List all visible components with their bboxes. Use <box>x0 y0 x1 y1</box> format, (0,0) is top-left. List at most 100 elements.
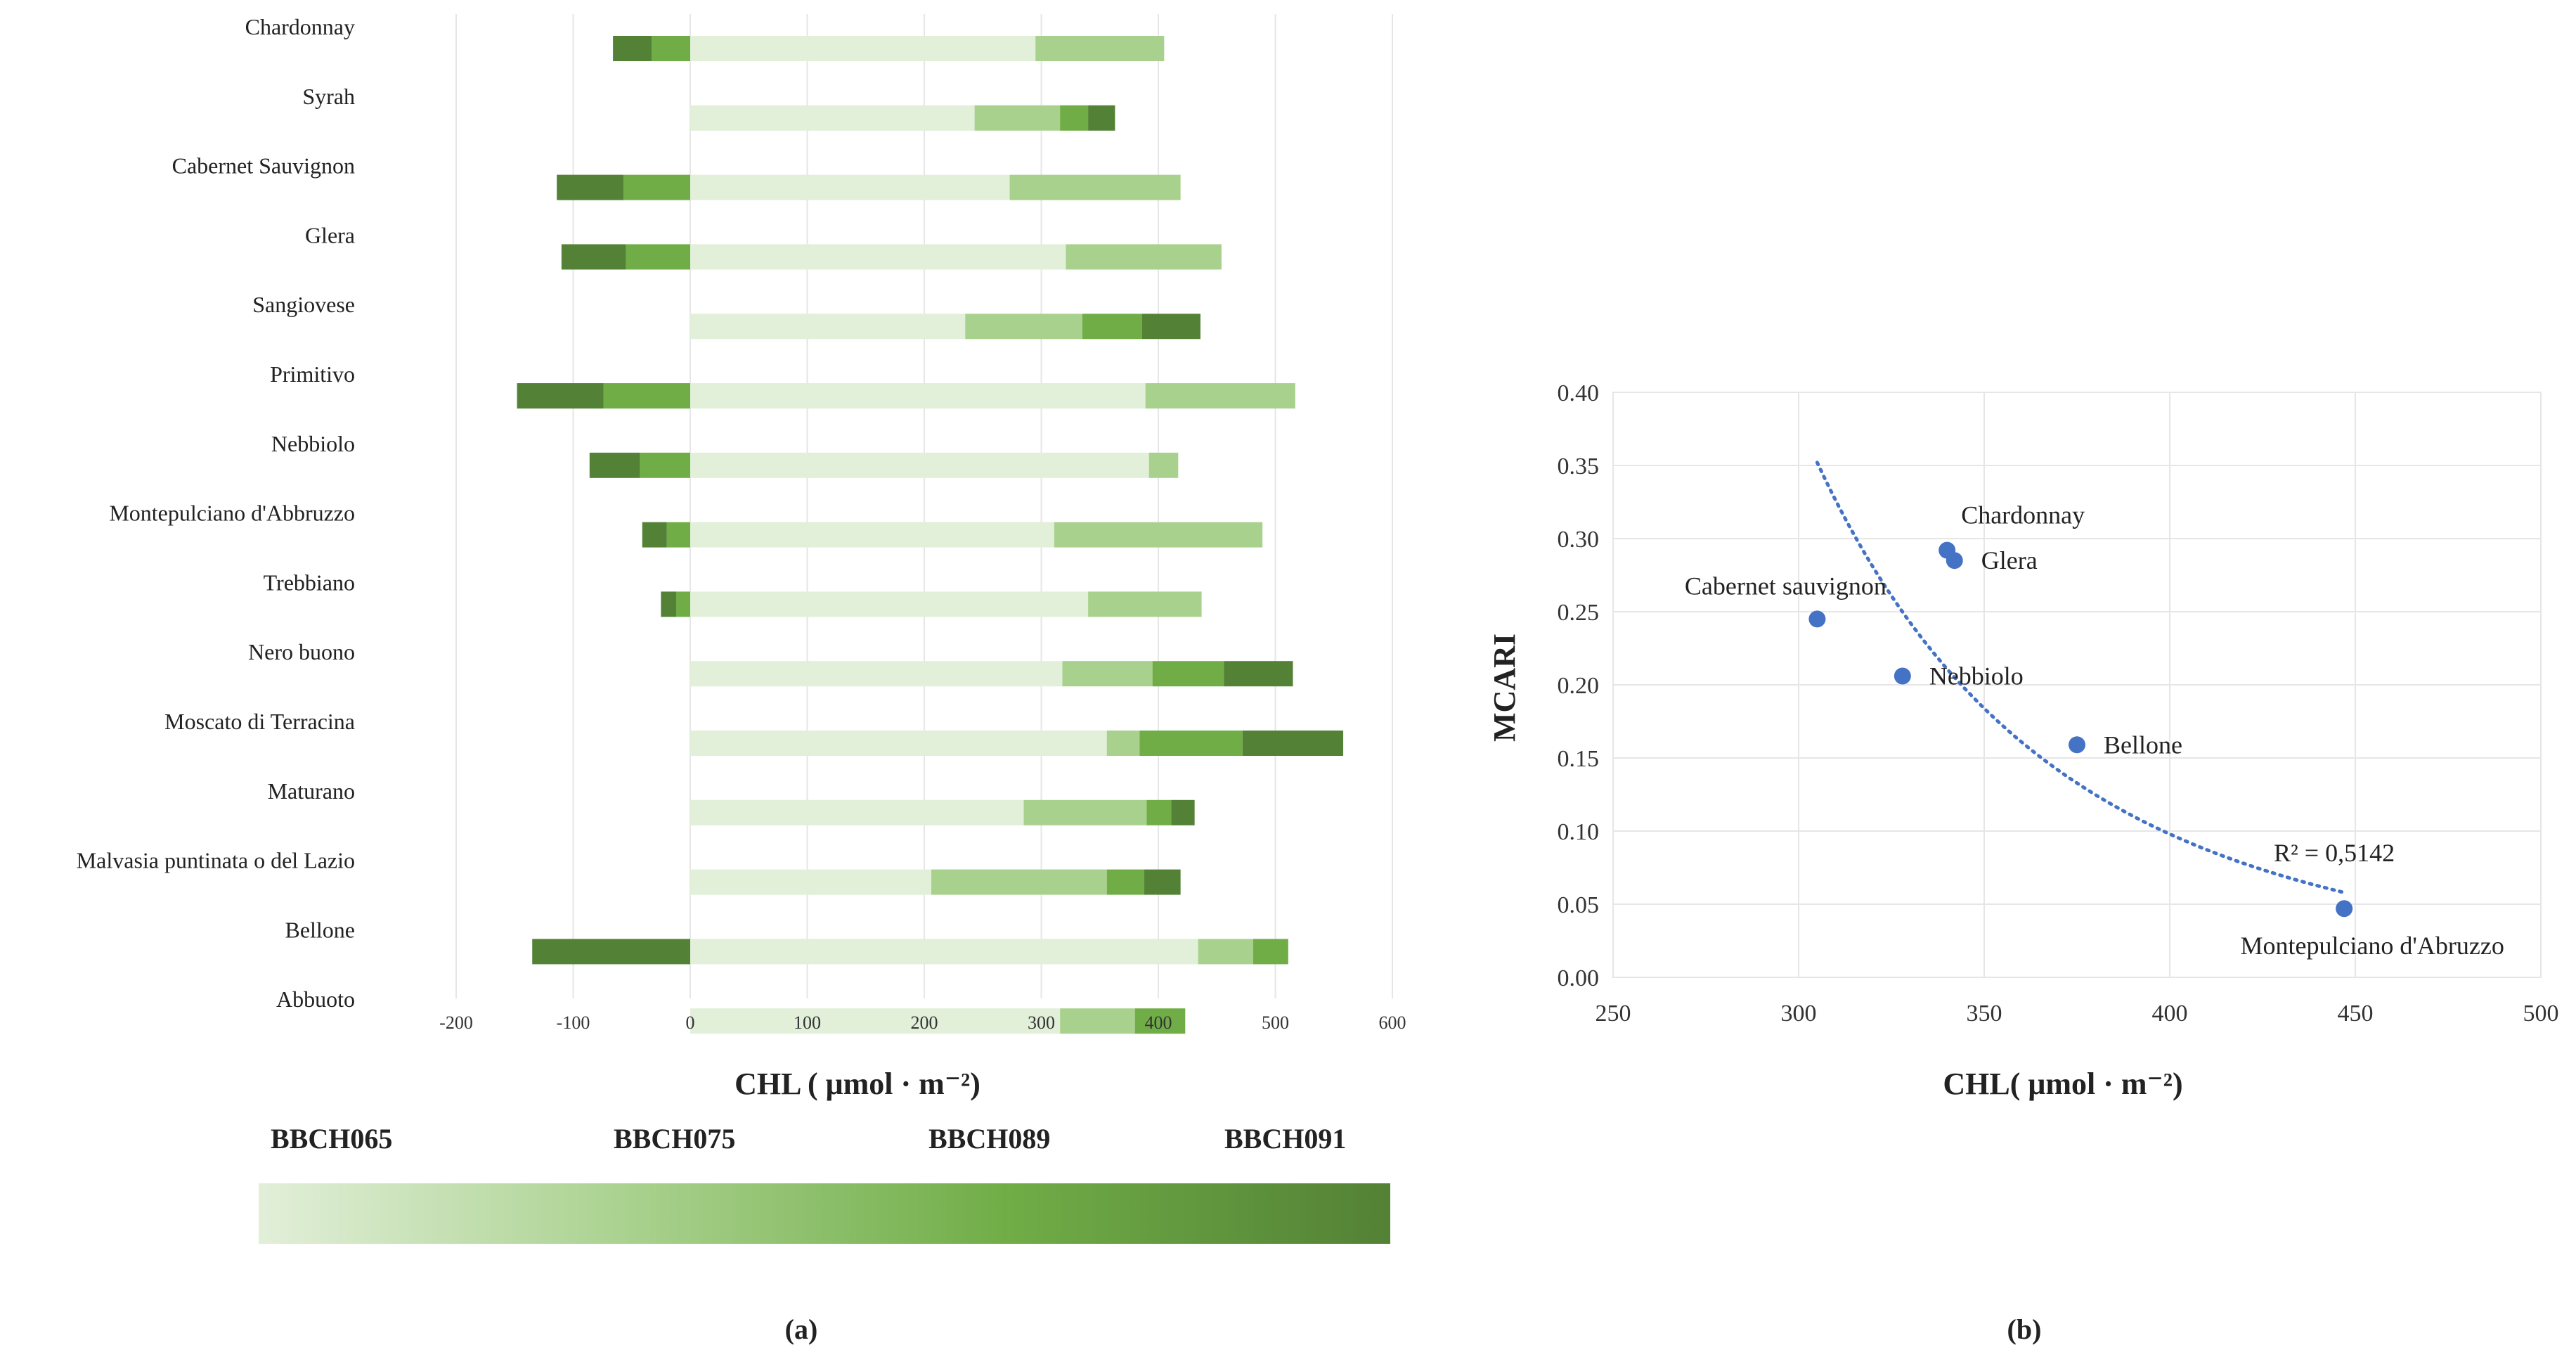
bar-montepulciano-d-abbruzzo-bbch089 <box>666 522 690 548</box>
point-label-nebbiolo: Nebbiolo <box>1929 662 2024 690</box>
bar-nebbiolo-bbch089 <box>640 452 690 478</box>
bar-cabernet-sauvignon-bbch089 <box>623 174 690 200</box>
bar-abbuoto-bbch089 <box>1134 1008 1186 1034</box>
category-label-cabernet-sauvignon: Cabernet Sauvignon <box>172 153 355 179</box>
bar-abbuoto-bbch065 <box>690 1008 1061 1034</box>
point-label-chardonnay: Chardonnay <box>1961 501 2085 529</box>
panel-label-b: (b) <box>2007 1313 2042 1345</box>
category-label-bellone: Bellone <box>285 917 355 942</box>
bar-sangiovese-bbch065 <box>690 314 966 340</box>
bar-glera-bbch091 <box>561 244 626 270</box>
bar-sangiovese-bbch091 <box>1141 314 1200 340</box>
bar-chardonnay-bbch091 <box>613 36 652 61</box>
scatter-y-tick-label: 0.15 <box>1558 746 1600 772</box>
bar-maturano-bbch075 <box>1023 799 1147 825</box>
point-montepulciano-d-abruzzo <box>2336 900 2353 918</box>
bar-nero-buono-bbch091 <box>1224 661 1293 687</box>
scatter-tick-labels: 0.00 0.05 0.10 0.15 0.20 0.25 0.30 0.35 0.40 250 3… <box>1558 380 2559 1027</box>
point-label-bellone: Bellone <box>2104 731 2182 759</box>
bar-syrah-bbch065 <box>690 105 975 131</box>
bar-glera-bbch089 <box>626 244 690 270</box>
bar-chart-bars <box>517 36 1344 1034</box>
point-label-montepulciano-d-abruzzo: Montepulciano d'Abruzzo <box>2240 932 2504 960</box>
category-label-glera: Glera <box>305 222 355 247</box>
bar-nebbiolo-bbch065 <box>690 452 1149 478</box>
point-nebbiolo <box>1894 667 1911 685</box>
scatter-y-tick-label: 0.25 <box>1558 600 1600 626</box>
point-label-cabernet-sauvignon: Cabernet sauvignon <box>1685 572 1886 600</box>
bar-bellone-bbch089 <box>1253 939 1288 965</box>
category-label-montepulciano-d-abbruzzo: Montepulciano d'Abbruzzo <box>109 501 355 526</box>
legend-label-bbch089: BBCH089 <box>928 1123 1050 1155</box>
bar-x-tick-label: -100 <box>557 1012 590 1033</box>
point-label-glera: Glera <box>1981 546 2038 574</box>
bar-nero-buono-bbch065 <box>690 661 1063 687</box>
bar-maturano-bbch091 <box>1171 799 1195 825</box>
scatter-x-tick-label: 500 <box>2523 1001 2559 1027</box>
bar-maturano-bbch089 <box>1146 799 1172 825</box>
bar-bellone-bbch091 <box>532 939 690 965</box>
scatter-x-tick-label: 450 <box>2338 1001 2374 1027</box>
category-label-syrah: Syrah <box>302 84 355 109</box>
bar-cabernet-sauvignon-bbch091 <box>557 174 624 200</box>
scatter-gridlines <box>1612 392 2542 978</box>
legend-label-bbch075: BBCH075 <box>614 1123 735 1155</box>
point-glera <box>1946 552 1963 570</box>
bar-montepulciano-d-abbruzzo-bbch091 <box>642 522 667 548</box>
scatter-x-tick-label: 400 <box>2152 1001 2188 1027</box>
bar-primitivo-bbch091 <box>517 383 604 409</box>
scatter-y-tick-label: 0.05 <box>1558 892 1600 918</box>
bar-chart-x-tick-labels: -200 -100 0 100 200 300 400 500 600 <box>439 1012 1406 1033</box>
bar-moscato-di-terracina-bbch075 <box>1106 731 1140 756</box>
bar-sangiovese-bbch089 <box>1082 314 1142 340</box>
category-label-primitivo: Primitivo <box>270 361 355 387</box>
category-label-nebbiolo: Nebbiolo <box>271 431 355 456</box>
bar-trebbiano-bbch089 <box>676 591 690 617</box>
point-bellone <box>2069 736 2085 754</box>
panel-label-a: (a) <box>785 1313 818 1345</box>
bar-x-tick-label: 600 <box>1379 1012 1406 1033</box>
category-label-sangiovese: Sangiovese <box>252 292 355 317</box>
bar-chart-category-labels: Chardonnay Syrah Cabernet Sauvignon Glera Sa… <box>77 14 355 1012</box>
category-label-moscato-di-terracina: Moscato di Terracina <box>164 709 355 734</box>
bar-maturano-bbch065 <box>690 799 1024 825</box>
bar-moscato-di-terracina-bbch089 <box>1139 731 1243 756</box>
bar-chardonnay-bbch089 <box>652 36 690 61</box>
bar-chardonnay-bbch065 <box>690 36 1036 61</box>
bar-abbuoto-bbch075 <box>1060 1008 1135 1034</box>
bar-malvasia-puntinata-o-del-lazio-bbch091 <box>1144 869 1181 895</box>
bar-chart-x-axis-title: CHL ( μmol · m⁻²) <box>734 1067 980 1101</box>
bar-x-tick-label: 100 <box>794 1012 821 1033</box>
legend-label-bbch065: BBCH065 <box>271 1123 392 1155</box>
bar-primitivo-bbch089 <box>603 383 690 409</box>
gradient-legend: BBCH065 BBCH075 BBCH089 BBCH091 <box>259 1123 1390 1244</box>
bar-x-tick-label: 500 <box>1262 1012 1289 1033</box>
bar-trebbiano-bbch091 <box>661 591 677 617</box>
bar-malvasia-puntinata-o-del-lazio-bbch089 <box>1106 869 1145 895</box>
category-label-abbuoto: Abbuoto <box>276 986 355 1012</box>
scatter-y-tick-label: 0.00 <box>1558 965 1600 991</box>
category-label-maturano: Maturano <box>268 778 355 804</box>
scatter-y-tick-label: 0.40 <box>1558 380 1600 406</box>
legend-gradient-bar <box>259 1183 1390 1244</box>
bar-chart-gridlines <box>455 14 1393 998</box>
bar-malvasia-puntinata-o-del-lazio-bbch065 <box>690 869 931 895</box>
scatter-x-axis-title: CHL( μmol · m⁻²) <box>1943 1067 2182 1101</box>
bar-x-tick-label: -200 <box>439 1012 473 1033</box>
legend-label-bbch091: BBCH091 <box>1224 1123 1346 1155</box>
bar-nero-buono-bbch075 <box>1062 661 1153 687</box>
point-cabernet-sauvignon <box>1808 610 1826 628</box>
bar-nero-buono-bbch089 <box>1152 661 1224 687</box>
bar-x-tick-label: 300 <box>1028 1012 1055 1033</box>
bar-trebbiano-bbch065 <box>690 591 1089 617</box>
scatter-y-tick-label: 0.20 <box>1558 673 1600 699</box>
scatter-x-tick-label: 300 <box>1781 1001 1817 1027</box>
scatter-y-axis-title: MCARI <box>1487 634 1522 742</box>
bar-chardonnay-bbch075 <box>1035 36 1165 61</box>
bar-x-tick-label: 0 <box>686 1012 695 1033</box>
bar-primitivo-bbch065 <box>690 383 1146 409</box>
scatter-trendline <box>1815 461 2346 894</box>
scatter-x-tick-label: 250 <box>1596 1001 1631 1027</box>
category-label-trebbiano: Trebbiano <box>264 570 355 595</box>
